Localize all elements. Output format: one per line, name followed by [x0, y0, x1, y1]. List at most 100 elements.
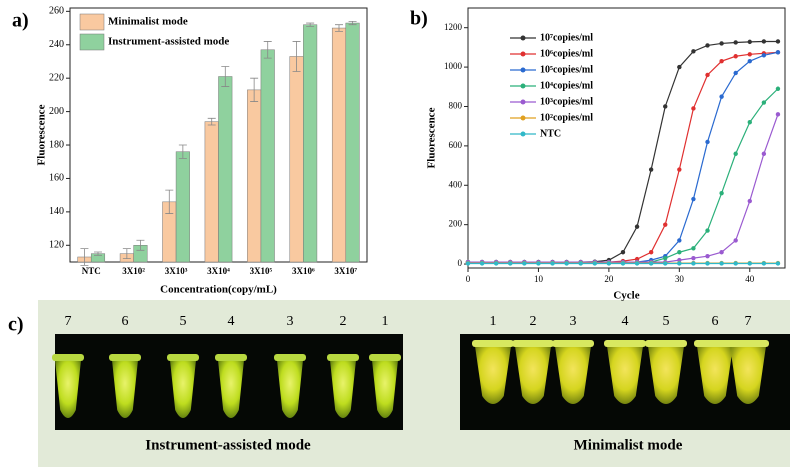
marker: [663, 104, 668, 109]
y-tick-label: 1200: [444, 22, 463, 32]
bar: [331, 27, 347, 263]
x-tick-label: 0: [466, 274, 471, 284]
x-tick-label: 3X10³: [165, 266, 188, 276]
tube: [330, 360, 356, 418]
marker: [761, 100, 767, 105]
marker: [719, 41, 724, 46]
y-tick-label: 0: [458, 258, 463, 268]
bar: [345, 22, 360, 263]
tube-label: 7: [65, 314, 72, 329]
y-tick-label: 240: [49, 39, 64, 50]
marker: [747, 261, 752, 266]
marker: [705, 261, 710, 266]
tube-cap: [52, 354, 84, 361]
marker: [747, 58, 752, 64]
plot-frame: [467, 7, 786, 269]
photo-caption: Instrument-assisted mode: [145, 437, 311, 453]
tube: [648, 346, 684, 404]
tube-label: 1: [490, 314, 497, 329]
marker: [761, 261, 767, 266]
marker: [465, 261, 471, 266]
marker: [705, 228, 710, 233]
marker: [578, 261, 583, 266]
error-bar: [207, 117, 216, 126]
tube-label: 2: [340, 314, 347, 329]
tube-cap: [552, 340, 594, 347]
marker: [606, 261, 612, 266]
x-axis-label: Concentration(copy/mL): [160, 284, 277, 296]
error-bar: [165, 189, 174, 214]
photo-caption: Minimalist mode: [574, 437, 683, 453]
error-bar: [178, 144, 187, 159]
tube-cap: [369, 354, 401, 361]
error-bar: [221, 66, 230, 87]
marker: [733, 40, 738, 45]
marker: [592, 261, 597, 266]
marker: [536, 261, 541, 266]
tube-label: 5: [663, 314, 670, 329]
y-tick-label: 180: [49, 139, 64, 150]
marker: [677, 167, 682, 172]
marker: [663, 222, 668, 227]
legend-swatch: [79, 13, 105, 31]
marker: [691, 49, 696, 54]
marker: [691, 261, 696, 266]
marker: [705, 253, 710, 259]
error-bar: [292, 41, 301, 72]
tube: [218, 360, 244, 418]
marker: [733, 54, 738, 59]
tube-cap: [274, 354, 306, 361]
marker: [747, 52, 752, 57]
legend-label: NTC: [540, 128, 561, 139]
panel-label: c): [8, 314, 24, 336]
y-axis-label: Fluorescence: [426, 107, 438, 168]
x-tick-label: 3X10⁵: [250, 266, 273, 276]
marker: [550, 261, 555, 266]
y-tick-label: 120: [49, 240, 64, 251]
error-bar: [94, 251, 103, 256]
marker: [775, 261, 781, 266]
marker: [719, 190, 724, 196]
tube-label: 5: [180, 314, 187, 329]
bar: [303, 24, 318, 263]
bar: [247, 89, 262, 263]
series-line: [468, 51, 779, 263]
marker: [663, 261, 668, 266]
error-bar: [263, 41, 272, 59]
marker: [508, 261, 513, 266]
marker: [677, 261, 682, 266]
tube: [372, 360, 398, 418]
legend-marker: [520, 67, 526, 73]
tube-cap: [694, 340, 736, 347]
marker: [691, 246, 696, 251]
marker: [719, 94, 724, 99]
marker: [522, 261, 527, 266]
x-tick-label: 30: [675, 274, 685, 284]
legend-label: Minimalist mode: [108, 16, 188, 28]
x-tick-label: 3X10⁴: [207, 266, 230, 276]
panel-label: a): [12, 10, 29, 32]
legend-label: 10⁴copies/ml: [540, 80, 593, 91]
tube: [555, 346, 591, 404]
marker: [775, 50, 781, 55]
marker: [634, 224, 640, 229]
legend-label: 10³copies/ml: [540, 96, 593, 107]
tube: [277, 360, 303, 418]
marker: [733, 261, 738, 266]
y-tick-label: 200: [449, 219, 463, 229]
tube-cap: [327, 354, 359, 361]
marker: [648, 167, 654, 172]
tube: [112, 360, 138, 418]
error-bar: [80, 248, 89, 266]
legend-label: 10⁷copies/ml: [540, 32, 593, 43]
bar: [260, 49, 275, 263]
y-tick-label: 140: [49, 206, 64, 217]
marker: [705, 139, 710, 145]
tube: [697, 346, 733, 404]
error-bar: [348, 20, 357, 26]
marker: [691, 255, 696, 261]
tube-label: 1: [382, 314, 389, 329]
panel-label: b): [410, 8, 428, 30]
marker: [747, 39, 752, 45]
y-tick-label: 200: [49, 106, 64, 117]
